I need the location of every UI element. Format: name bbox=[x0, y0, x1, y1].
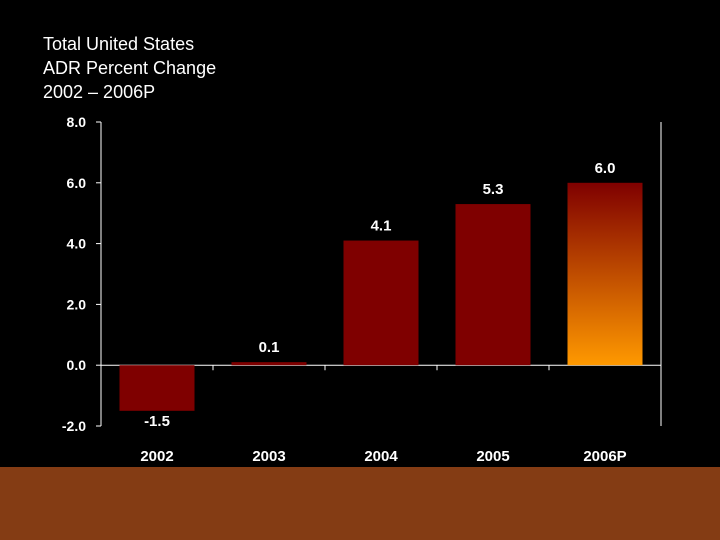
category-label: 2006P bbox=[583, 448, 626, 465]
category-label: 2003 bbox=[252, 448, 285, 465]
title-line-1: Total United States bbox=[43, 34, 195, 54]
title-line-3: 2002 – 2006P bbox=[43, 82, 156, 102]
bar-2005 bbox=[455, 204, 531, 366]
y-tick-label: 0.0 bbox=[67, 357, 87, 373]
bar-2002 bbox=[119, 365, 195, 411]
y-tick-label: 8.0 bbox=[67, 114, 87, 130]
value-label: -1.5 bbox=[144, 413, 170, 430]
y-tick-label: 4.0 bbox=[67, 236, 87, 252]
bar-chart: 8.0 6.0 4.0 2.0 0.0 -2.0 -1.5 2002 0.1 2003 4.1 200… bbox=[62, 114, 662, 465]
y-tick-label: 6.0 bbox=[67, 175, 87, 191]
value-label: 0.1 bbox=[259, 339, 280, 356]
value-label: 5.3 bbox=[483, 181, 504, 198]
bar-2003 bbox=[231, 362, 307, 366]
bar-2004 bbox=[343, 240, 419, 366]
value-label: 6.0 bbox=[595, 160, 616, 177]
y-tick-label: -2.0 bbox=[62, 418, 86, 434]
title-line-2: ADR Percent Change bbox=[43, 58, 217, 78]
category-label: 2005 bbox=[476, 448, 509, 465]
chart-title: Total United States ADR Percent Change 2… bbox=[43, 32, 216, 104]
value-label: 4.1 bbox=[371, 218, 392, 235]
category-label: 2002 bbox=[140, 448, 173, 465]
y-tick-label: 2.0 bbox=[67, 296, 87, 312]
footer-band bbox=[0, 467, 720, 540]
bar-2006p bbox=[567, 182, 643, 366]
category-label: 2004 bbox=[364, 448, 398, 465]
